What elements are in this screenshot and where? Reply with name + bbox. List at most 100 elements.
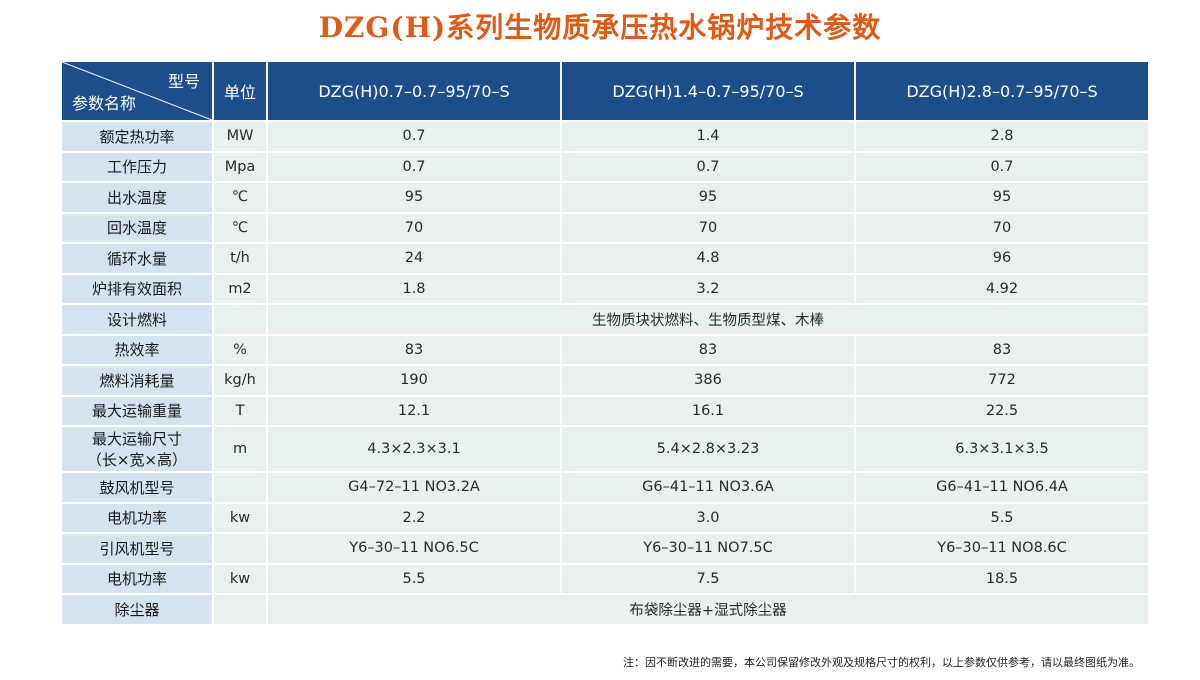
value-cell-model-2: 16.1 bbox=[562, 396, 854, 425]
table-row: 工作压力 Mpa 0.7 0.7 0.7 bbox=[62, 152, 1148, 181]
table-body: 额定热功率 MW 0.7 1.4 2.8 工作压力 Mpa 0.7 0.7 0.7 出水温度 ℃ 95 9… bbox=[62, 122, 1148, 624]
param-unit: kg/h bbox=[214, 366, 266, 395]
param-name-text: 炉排有效面积 bbox=[91, 280, 182, 299]
param-unit bbox=[214, 534, 266, 563]
value-cell-model-2: 95 bbox=[562, 183, 854, 212]
param-name: 鼓风机型号 bbox=[62, 473, 212, 502]
value-cell-model-1: 2.2 bbox=[268, 503, 560, 532]
value-cell-model-1: 1.8 bbox=[268, 274, 560, 303]
diagonal-divider bbox=[62, 62, 212, 120]
param-name: 最大运输尺寸 （长×宽×高） bbox=[62, 427, 212, 471]
value-cell-model-3: 2.8 bbox=[856, 122, 1148, 151]
header-param-label: 参数名称 bbox=[72, 94, 137, 113]
header-corner-cell: 型号 参数名称 bbox=[62, 62, 212, 120]
param-name: 额定热功率 bbox=[62, 122, 212, 151]
param-name-text: 工作压力 bbox=[106, 158, 167, 177]
value-cell-model-1: 4.3×2.3×3.1 bbox=[268, 427, 560, 471]
table-row: 热效率% 83 83 83 bbox=[62, 335, 1148, 364]
param-name-text: 鼓风机型号 bbox=[99, 478, 175, 497]
value-cell-model-3: G6–41–11 NO6.4A bbox=[856, 473, 1148, 502]
param-name: 循环水量 bbox=[62, 244, 212, 273]
value-cell-model-3: 772 bbox=[856, 366, 1148, 395]
param-name: 出水温度 bbox=[62, 183, 212, 212]
param-unit: T bbox=[214, 396, 266, 425]
header-model-label: 型号 bbox=[167, 72, 200, 91]
param-unit: m2 bbox=[214, 274, 266, 303]
merged-value: 布袋除尘器+湿式除尘器 bbox=[268, 595, 1148, 624]
value-cell-model-1: 83 bbox=[268, 335, 560, 364]
value-cell-model-1: G4–72–11 NO3.2A bbox=[268, 473, 560, 502]
value-cell-model-3: Y6–30–11 NO8.6C bbox=[856, 534, 1148, 563]
param-name-text: 最大运输重量 bbox=[91, 402, 182, 421]
param-name: 燃料消耗量 bbox=[62, 366, 212, 395]
param-unit bbox=[214, 305, 266, 334]
table-row: 最大运输重量 T 12.1 16.1 22.5 bbox=[62, 396, 1148, 425]
value-cell-model-1: 70 bbox=[268, 213, 560, 242]
table-header-row: 型号 参数名称 单位 DZG(H)0.7–0.7–95/70–S DZG(H)1… bbox=[62, 62, 1148, 120]
value-cell-model-3: 96 bbox=[856, 244, 1148, 273]
value-cell-model-3: 70 bbox=[856, 213, 1148, 242]
param-name: 除尘器 bbox=[62, 595, 212, 624]
param-unit: t/h bbox=[214, 244, 266, 273]
param-name-text: 热效率 bbox=[114, 341, 160, 360]
value-cell-model-2: Y6–30–11 NO7.5C bbox=[562, 534, 854, 563]
value-cell-model-1: 24 bbox=[268, 244, 560, 273]
param-name: 引风机型号 bbox=[62, 534, 212, 563]
value-cell-model-2: 4.8 bbox=[562, 244, 854, 273]
param-name: 回水温度 bbox=[62, 213, 212, 242]
value-cell-model-2: 386 bbox=[562, 366, 854, 395]
table-row: 最大运输尺寸 （长×宽×高） m 4.3×2.3×3.1 5.4×2.8×3.23 6.3… bbox=[62, 427, 1148, 471]
param-name-text: 最大运输尺寸 bbox=[91, 430, 182, 448]
footnote: 注：因不断改进的需要，本公司保留修改外观及规格尺寸的权利，以上参数仅供参考，请以… bbox=[623, 656, 1140, 669]
header-model-2: DZG(H)1.4–0.7–95/70–S bbox=[562, 62, 854, 120]
table-row: 电机功率 kw 2.2 3.0 5.5 bbox=[62, 503, 1148, 532]
table-row: 炉排有效面积 m2 1.8 3.2 4.92 bbox=[62, 274, 1148, 303]
header-unit: 单位 bbox=[214, 62, 266, 120]
param-name-subtext: （长×宽×高） bbox=[86, 451, 188, 469]
table-row: 燃料消耗量 kg/h 190 386 772 bbox=[62, 366, 1148, 395]
value-cell-model-1: 5.5 bbox=[268, 564, 560, 593]
param-name-text: 出水温度 bbox=[106, 188, 167, 207]
table-row: 回水温度 ℃ 70 70 70 bbox=[62, 213, 1148, 242]
param-name: 设计燃料 bbox=[62, 305, 212, 334]
table-row: 循环水量 t/h 24 4.8 96 bbox=[62, 244, 1148, 273]
value-cell-model-3: 83 bbox=[856, 335, 1148, 364]
table-row: 电机功率 kw 5.5 7.5 18.5 bbox=[62, 564, 1148, 593]
value-cell-model-2: 83 bbox=[562, 335, 854, 364]
value-cell-model-1: Y6–30–11 NO6.5C bbox=[268, 534, 560, 563]
value-cell-model-1: 190 bbox=[268, 366, 560, 395]
page-title: DZG(H)系列生物质承压热水锅炉技术参数 bbox=[318, 11, 882, 44]
value-cell-model-2: 70 bbox=[562, 213, 854, 242]
param-unit: kw bbox=[214, 503, 266, 532]
value-cell-model-3: 6.3×3.1×3.5 bbox=[856, 427, 1148, 471]
param-name-text: 设计燃料 bbox=[106, 310, 167, 329]
header-model-1: DZG(H)0.7–0.7–95/70–S bbox=[268, 62, 560, 120]
value-cell-model-2: 1.4 bbox=[562, 122, 854, 151]
value-cell-model-1: 0.7 bbox=[268, 122, 560, 151]
param-unit: MW bbox=[214, 122, 266, 151]
param-name-text: 电机功率 bbox=[106, 570, 167, 589]
value-cell-model-1: 12.1 bbox=[268, 396, 560, 425]
param-unit: % bbox=[214, 335, 266, 364]
value-cell-model-2: 5.4×2.8×3.23 bbox=[562, 427, 854, 471]
param-name-text: 引风机型号 bbox=[99, 539, 175, 558]
value-cell-model-2: 0.7 bbox=[562, 152, 854, 181]
param-unit: m bbox=[214, 427, 266, 471]
value-cell-model-3: 18.5 bbox=[856, 564, 1148, 593]
table-row: 除尘器 布袋除尘器+湿式除尘器 bbox=[62, 595, 1148, 624]
value-cell-model-2: 7.5 bbox=[562, 564, 854, 593]
value-cell-model-2: 3.2 bbox=[562, 274, 854, 303]
spec-table: 型号 参数名称 单位 DZG(H)0.7–0.7–95/70–S DZG(H)1… bbox=[60, 60, 1150, 626]
param-name-text: 燃料消耗量 bbox=[99, 371, 175, 390]
table-row: 额定热功率 MW 0.7 1.4 2.8 bbox=[62, 122, 1148, 151]
param-name: 电机功率 bbox=[62, 503, 212, 532]
param-unit bbox=[214, 473, 266, 502]
param-unit: kw bbox=[214, 564, 266, 593]
param-name-text: 除尘器 bbox=[114, 600, 160, 619]
merged-value: 生物质块状燃料、生物质型煤、木棒 bbox=[268, 305, 1148, 334]
param-name: 工作压力 bbox=[62, 152, 212, 181]
value-cell-model-2: G6–41–11 NO3.6A bbox=[562, 473, 854, 502]
param-name-text: 回水温度 bbox=[106, 219, 167, 238]
value-cell-model-1: 95 bbox=[268, 183, 560, 212]
param-unit: Mpa bbox=[214, 152, 266, 181]
